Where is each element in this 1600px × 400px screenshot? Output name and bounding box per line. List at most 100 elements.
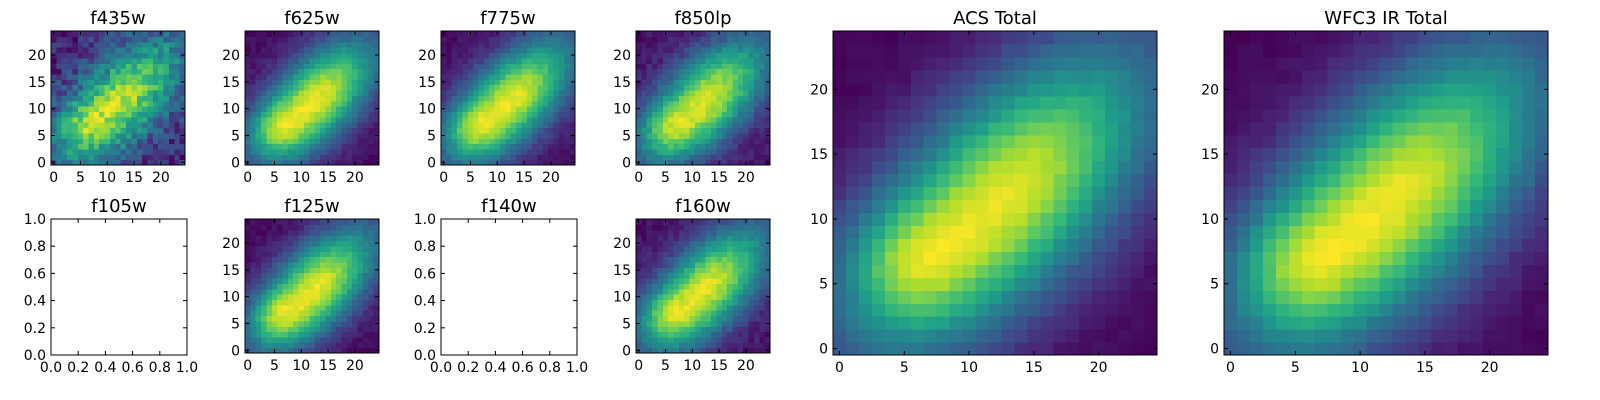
pixel-cell <box>542 148 549 155</box>
pixel-cell <box>526 159 533 166</box>
pixel-cell <box>678 310 685 317</box>
pixel-cell <box>662 288 669 295</box>
pixel-cell <box>700 127 707 134</box>
pixel-cell <box>325 256 332 263</box>
pixel-cell <box>1144 199 1158 214</box>
pixel-cell <box>521 73 528 80</box>
pixel-cell <box>277 347 284 354</box>
pixel-cell <box>147 31 154 37</box>
pixel-cell <box>684 68 691 75</box>
pixel-cell <box>314 283 321 290</box>
pixel-cell <box>309 277 316 284</box>
pixel-cell <box>553 41 560 48</box>
pixel-cell <box>652 47 659 54</box>
pixel-cell <box>705 315 712 322</box>
pixel-cell <box>732 219 739 225</box>
pixel-cell <box>652 68 659 75</box>
pixel-cell <box>636 315 642 322</box>
pixel-cell <box>266 288 273 295</box>
pixel-cell <box>897 303 912 317</box>
pixel-cell <box>261 41 268 48</box>
pixel-cell <box>330 235 337 242</box>
pixel-cell <box>261 256 268 263</box>
pixel-cell <box>910 147 925 162</box>
pixel-cell <box>532 47 539 54</box>
pixel-cell <box>56 52 63 59</box>
pixel-cell <box>287 36 294 43</box>
pixel-cell <box>1053 238 1067 252</box>
pixel-cell <box>152 132 159 139</box>
pixel-cell <box>357 106 364 112</box>
pixel-cell <box>352 127 359 134</box>
pixel-cell <box>694 79 701 86</box>
pixel-cell <box>833 69 847 84</box>
pixel-cell <box>99 127 106 134</box>
pixel-cell <box>462 89 469 96</box>
pixel-cell <box>368 31 375 37</box>
pixel-cell <box>553 47 560 54</box>
pixel-cell <box>689 57 696 64</box>
pixel-cell <box>483 31 490 37</box>
pixel-cell <box>341 132 348 139</box>
pixel-cell <box>936 134 951 149</box>
pixel-cell <box>325 320 332 327</box>
pixel-cell <box>362 84 369 91</box>
pixel-cell <box>662 251 669 258</box>
pixel-cell <box>510 47 517 54</box>
pixel-cell <box>743 68 750 75</box>
pixel-cell <box>473 95 480 102</box>
image-f625w <box>245 31 380 166</box>
pixel-cell <box>897 251 912 265</box>
pixel-cell <box>163 159 170 166</box>
pixel-cell <box>700 84 707 91</box>
pixel-cell <box>1522 238 1536 252</box>
pixel-cell <box>287 106 294 112</box>
pixel-cell <box>711 240 717 247</box>
pixel-cell <box>56 95 63 102</box>
pixel-cell <box>1457 342 1471 356</box>
pixel-cell <box>694 331 701 338</box>
pixel-cell <box>245 111 251 118</box>
y-tick-label: 0.2 <box>24 321 46 337</box>
pixel-cell <box>462 63 469 70</box>
pixel-cell <box>451 31 458 37</box>
pixel-cell <box>72 138 79 145</box>
pixel-cell <box>309 47 316 54</box>
pixel-cell <box>120 63 127 70</box>
pixel-cell <box>320 240 326 247</box>
pixel-cell <box>884 251 899 265</box>
pixel-cell <box>250 315 257 322</box>
pixel-cell <box>721 277 728 284</box>
pixel-cell <box>330 251 337 258</box>
pixel-cell <box>684 52 691 59</box>
pixel-cell <box>373 283 380 290</box>
pixel-cell <box>163 52 170 59</box>
pixel-cell <box>521 132 528 139</box>
pixel-cell <box>83 154 90 161</box>
pixel-cell <box>174 122 181 129</box>
pixel-cell <box>261 294 268 300</box>
pixel-cell <box>748 36 755 43</box>
pixel-cell <box>700 31 707 37</box>
pixel-cell <box>325 310 332 317</box>
pixel-cell <box>1001 56 1016 71</box>
pixel-cell <box>673 331 680 338</box>
pixel-cell <box>1470 225 1484 239</box>
pixel-cell <box>884 121 899 136</box>
pixel-cell <box>716 41 723 48</box>
pixel-cell <box>93 73 100 80</box>
pixel-cell <box>478 116 485 123</box>
pixel-cell <box>362 283 369 290</box>
pixel-cell <box>499 57 506 64</box>
pixel-cell <box>652 294 659 300</box>
pixel-cell <box>652 106 659 112</box>
pixel-cell <box>673 73 680 80</box>
pixel-cell <box>668 106 675 112</box>
pixel-cell <box>510 41 517 48</box>
pixel-cell <box>727 245 734 252</box>
pixel-cell <box>56 132 63 139</box>
pixel-cell <box>314 320 321 327</box>
pixel-cell <box>104 57 111 64</box>
pixel-cell <box>336 154 343 161</box>
pixel-cell <box>753 224 760 231</box>
